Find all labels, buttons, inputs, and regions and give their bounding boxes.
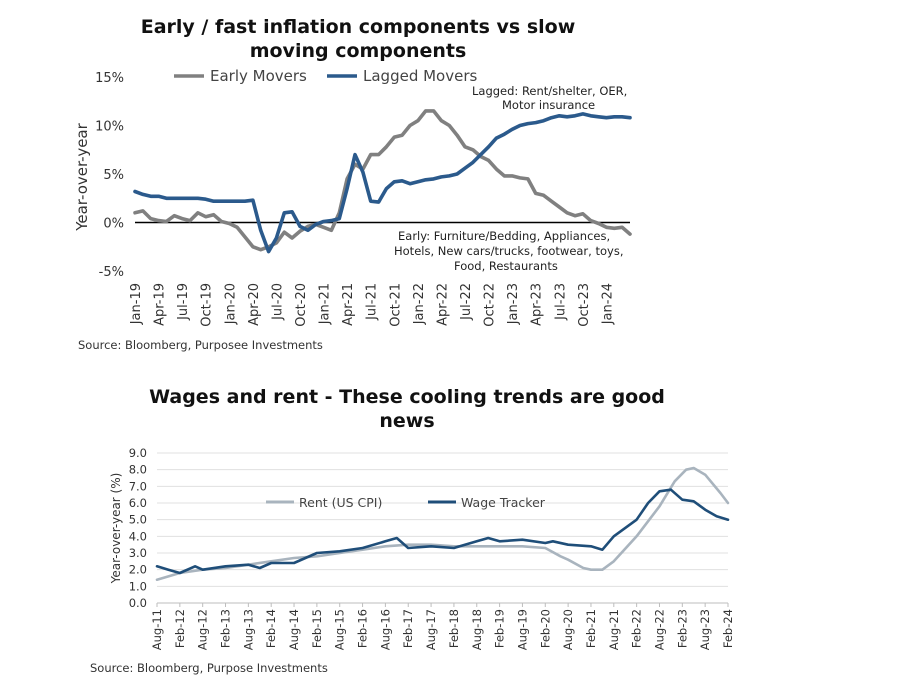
chart1-ytick-label: 0% [103, 217, 124, 232]
chart2-ytick-label: 8.0 [129, 463, 147, 477]
chart2-xtick-label: Aug-18 [470, 609, 484, 650]
chart2-xtick-label: Feb-22 [630, 609, 644, 648]
chart1-xtick-label: Jan-22 [412, 283, 427, 325]
chart1-xtick-label: Jan-19 [129, 283, 144, 325]
chart1-xtick-label: Jan-23 [506, 283, 521, 325]
chart2-series-wage-tracker [155, 488, 730, 575]
chart2-xtick-label: Feb-18 [447, 609, 461, 648]
chart1-xtick-label: Oct-20 [294, 283, 309, 327]
chart2-xtick-label: Feb-20 [538, 609, 552, 648]
chart1-ylabel: Year-over-year [73, 122, 91, 231]
chart2-xtick-label: Feb-17 [401, 609, 415, 648]
chart1-xtick-label: Apr-20 [247, 283, 262, 326]
chart1-xtick-label: Jul-19 [176, 283, 191, 321]
chart1-source: Source: Bloomberg, Purposee Investments [78, 338, 323, 352]
chart1-xtick-label: Apr-22 [435, 283, 450, 326]
chart1-annotation-lagged-line1: Lagged: Rent/shelter, OER, [472, 84, 627, 98]
chart2-xtick-label: Feb-14 [264, 609, 278, 648]
chart2-xtick-label: Aug-13 [241, 609, 255, 650]
chart2-xtick-label: Aug-15 [333, 609, 347, 650]
chart1-xtick-label: Jul-21 [365, 283, 380, 321]
chart1-xtick-label: Oct-19 [200, 283, 215, 327]
chart1-annotation-early-line3: Food, Restaurants [454, 259, 558, 273]
chart2-xtick-label: Feb-21 [584, 609, 598, 648]
chart2-ytick-label: 7.0 [129, 479, 147, 493]
chart2-xtick-label: Aug-21 [607, 609, 621, 650]
chart2-title-line1: Wages and rent - These cooling trends ar… [149, 386, 665, 408]
chart2-ytick-label: 3.0 [129, 546, 147, 560]
chart2-source: Source: Bloomberg, Purpose Investments [90, 661, 328, 675]
chart2-ytick-label: 6.0 [129, 496, 147, 510]
chart2-ytick-label: 1.0 [129, 579, 147, 593]
chart2-xtick-label: Aug-19 [515, 609, 529, 650]
chart2-legend-wage: Wage Tracker [461, 495, 546, 510]
chart1: Early / fast inflation components vs slo… [73, 16, 632, 352]
chart2-xtick-label: Aug-23 [698, 609, 712, 650]
chart2-ylabel: Year-over-year (%) [109, 473, 123, 585]
chart2-xtick-label: Feb-19 [493, 609, 507, 648]
chart1-xtick-label: Jul-20 [270, 283, 285, 321]
chart1-xtick-label: Apr-23 [530, 283, 545, 326]
chart1-series-lagged-movers [133, 112, 632, 254]
chart1-annotation-early-line1: Early: Furniture/Bedding, Appliances, [398, 229, 610, 243]
chart2-xtick-label: Aug-12 [196, 609, 210, 650]
chart1-xtick-label: Apr-19 [153, 283, 168, 326]
chart1-annotation-lagged-line2: Motor insurance [502, 98, 595, 112]
chart1-ytick-label: -5% [99, 265, 124, 280]
chart2-xtick-label: Aug-22 [652, 609, 666, 650]
chart2-ytick-label: 9.0 [129, 446, 147, 460]
chart2-title-line2: news [379, 410, 434, 432]
chart2-xtick-label: Aug-14 [287, 609, 301, 650]
chart2-legend-rent: Rent (US CPI) [299, 495, 382, 510]
chart1-xtick-label: Jan-20 [223, 283, 238, 325]
chart1-xtick-label: Jul-22 [459, 283, 474, 321]
chart2-xtick-label: Feb-15 [310, 609, 324, 648]
chart1-legend-early: Early Movers [210, 67, 307, 85]
chart2-ytick-label: 5.0 [129, 513, 147, 527]
chart1-xtick-label: Oct-22 [483, 283, 498, 327]
chart1-legend-lagged: Lagged Movers [363, 67, 478, 85]
chart1-series-early-movers [133, 109, 632, 252]
chart2-ytick-label: 2.0 [129, 563, 147, 577]
chart2-xtick-label: Feb-24 [721, 609, 735, 648]
chart1-ytick-label: 10% [95, 120, 124, 135]
chart2-xtick-label: Feb-16 [356, 609, 370, 648]
chart1-xtick-label: Jul-23 [553, 283, 568, 321]
chart2-ytick-label: 4.0 [129, 529, 147, 543]
chart1-xtick-label: Jan-21 [318, 283, 333, 325]
chart2-xtick-label: Aug-20 [561, 609, 575, 650]
chart2-xtick-label: Feb-13 [219, 609, 233, 648]
chart2-xtick-label: Aug-16 [378, 609, 392, 650]
chart1-ytick-label: 5% [103, 168, 124, 183]
chart2-xtick-label: Aug-11 [150, 609, 164, 650]
chart1-title-line2: moving components [250, 40, 467, 62]
chart1-xtick-label: Oct-21 [388, 283, 403, 327]
chart2-series-rent [155, 466, 730, 581]
chart1-xtick-label: Oct-23 [577, 283, 592, 327]
chart2-xtick-label: Aug-17 [424, 609, 438, 650]
chart2-ytick-label: 0.0 [129, 596, 147, 610]
chart1-xtick-label: Apr-21 [341, 283, 356, 326]
chart2-xtick-label: Feb-23 [675, 609, 689, 648]
chart1-annotation-early-line2: Hotels, New cars/trucks, footwear, toys, [394, 244, 623, 258]
chart1-ytick-label: 15% [95, 71, 124, 86]
chart1-title-line1: Early / fast inflation components vs slo… [141, 16, 576, 38]
chart2-xtick-label: Feb-12 [173, 609, 187, 648]
chart2: Wages and rent - These cooling trends ar… [90, 386, 735, 675]
chart1-xtick-label: Jan-24 [600, 283, 615, 325]
